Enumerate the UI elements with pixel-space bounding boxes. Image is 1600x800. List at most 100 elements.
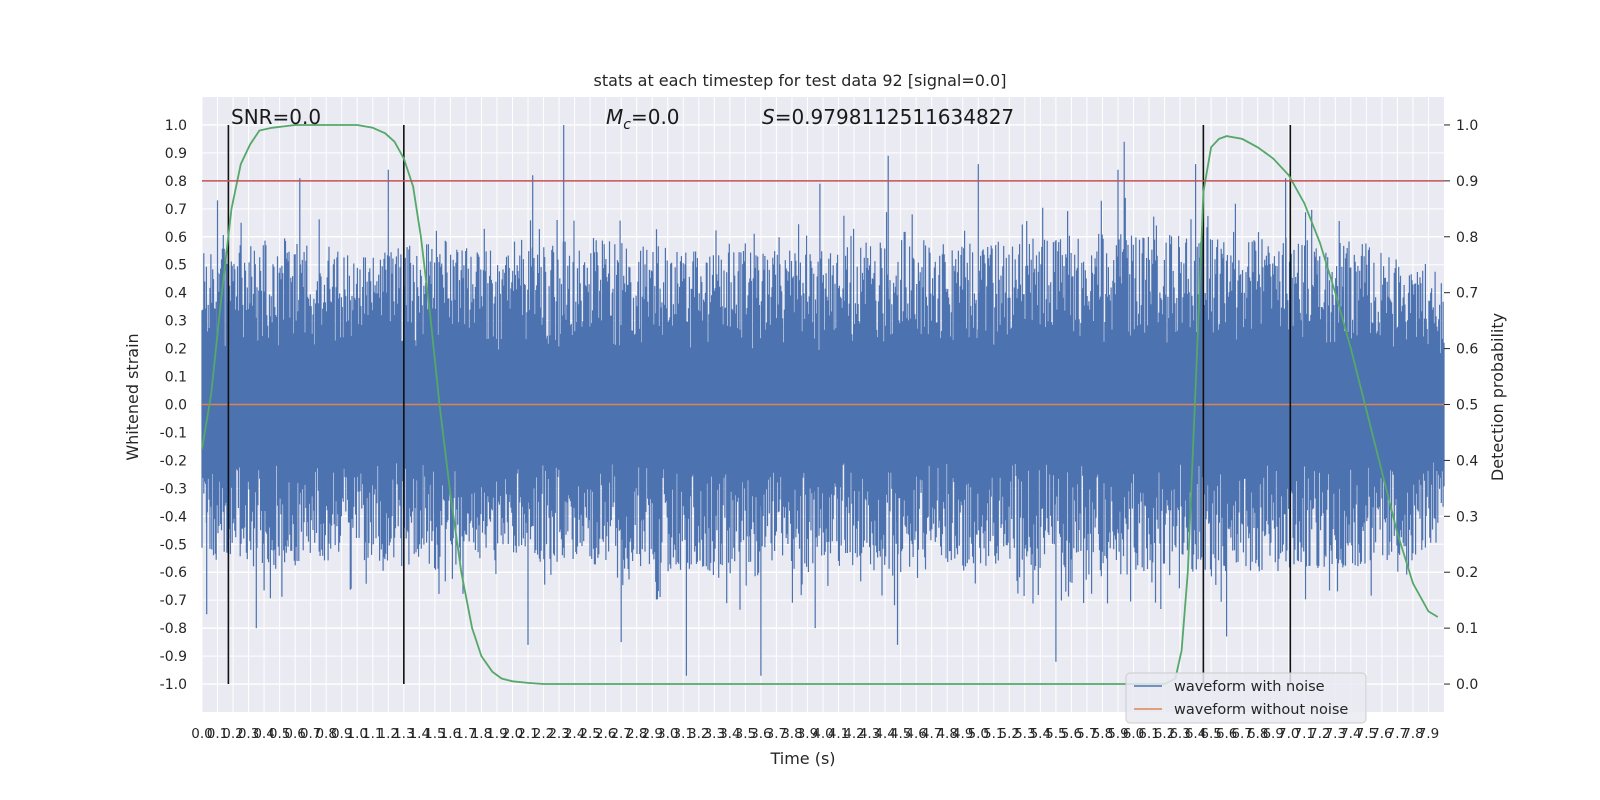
left-y-tick-label: 0.6: [165, 230, 187, 246]
right-y-tick-label: 0.8: [1456, 230, 1478, 246]
left-y-tick-label: 1.0: [165, 118, 187, 134]
legend: waveform with noise waveform without noi…: [1125, 672, 1367, 724]
x-tick-label: 7.4: [1340, 726, 1361, 742]
left-y-tick-label: 0.8: [165, 174, 187, 190]
x-tick-label: 5.5: [1045, 726, 1066, 742]
x-tick-label: 7.3: [1325, 726, 1346, 742]
x-tick-label: 0.1: [207, 726, 228, 742]
right-y-tick-label: 0.1: [1456, 621, 1478, 637]
x-tick-label: 2.3: [548, 726, 569, 742]
x-tick-label: 6.8: [1247, 726, 1268, 742]
chirp-mass-annotation: Mc=0.0: [606, 105, 680, 133]
legend-box: [1125, 672, 1367, 724]
x-tick-label: 1.1: [362, 726, 383, 742]
x-tick-label: 5.3: [1014, 726, 1035, 742]
right-y-tick-label: 0.9: [1456, 174, 1478, 190]
x-tick-label: 3.2: [688, 726, 709, 742]
score-value: =0.9798112511634827: [775, 105, 1014, 129]
x-tick-label: 6.9: [1262, 726, 1283, 742]
noise-waveform-trace: [201, 125, 1445, 676]
x-tick-label: 4.5: [890, 726, 911, 742]
left-y-tick-label: -0.1: [160, 425, 187, 441]
left-y-tick-label: 0.4: [165, 286, 187, 302]
x-tick-label: 4.6: [905, 726, 926, 742]
x-tick-label: 2.5: [579, 726, 600, 742]
x-tick-label: 5.0: [968, 726, 989, 742]
x-tick-label: 1.2: [378, 726, 399, 742]
x-tick-label: 4.8: [936, 726, 957, 742]
x-tick-label: 3.7: [766, 726, 787, 742]
x-tick-label: 2.9: [641, 726, 662, 742]
noise-waveform-path: [201, 125, 1445, 676]
x-ticks: 0.00.10.20.30.40.50.60.70.80.91.01.11.21…: [191, 726, 1439, 742]
right-y-tick-label: 0.5: [1456, 398, 1478, 414]
x-tick-label: 3.9: [797, 726, 818, 742]
x-tick-label: 7.0: [1278, 726, 1299, 742]
x-tick-label: 0.8: [315, 726, 336, 742]
x-tick-label: 2.6: [595, 726, 616, 742]
right-y-axis-label: Detection probability: [1488, 313, 1507, 481]
x-tick-label: 1.9: [486, 726, 507, 742]
x-tick-label: 2.0: [502, 726, 523, 742]
left-y-tick-label: -0.8: [160, 621, 187, 637]
x-tick-label: 5.7: [1076, 726, 1097, 742]
x-tick-label: 0.4: [253, 726, 274, 742]
x-tick-label: 6.2: [1154, 726, 1175, 742]
right-y-tick-label: 0.7: [1456, 286, 1478, 302]
detection-probability-line: [201, 124, 1439, 685]
x-tick-label: 7.6: [1371, 726, 1392, 742]
right-y-ticks: 1.0 0.9 0.8 0.7 0.6 0.5 0.4 0.3 0.2 0.1 0.0: [1444, 118, 1478, 693]
left-y-tick-label: -0.2: [160, 453, 187, 469]
x-tick-label: 0.2: [222, 726, 243, 742]
event-marker-lines: [227, 124, 1292, 685]
x-tick-label: 3.0: [657, 726, 678, 742]
score-symbol: S: [762, 105, 775, 129]
x-tick-label: 1.3: [393, 726, 414, 742]
x-tick-label: 2.1: [517, 726, 538, 742]
x-tick-label: 7.7: [1387, 726, 1408, 742]
left-y-tick-label: -0.6: [160, 565, 187, 581]
x-tick-label: 7.5: [1356, 726, 1377, 742]
x-tick-label: 1.5: [424, 726, 445, 742]
chirp-mass-value: =0.0: [631, 105, 680, 129]
left-y-tick-label: 0.5: [165, 258, 187, 274]
x-tick-label: 2.8: [626, 726, 647, 742]
x-tick-label: 0.9: [331, 726, 352, 742]
right-y-tick-label: 1.0: [1456, 118, 1478, 134]
x-tick-label: 6.7: [1231, 726, 1252, 742]
x-tick-label: 5.4: [1030, 726, 1051, 742]
right-y-tick-label: 0.3: [1456, 509, 1478, 525]
legend-label-noise: waveform with noise: [1174, 679, 1325, 695]
chart-title: stats at each timestep for test data 92 …: [594, 71, 1007, 90]
x-tick-label: 4.2: [843, 726, 864, 742]
x-tick-label: 3.3: [704, 726, 725, 742]
x-tick-label: 5.1: [983, 726, 1004, 742]
chirp-mass-symbol: M: [606, 105, 623, 129]
right-y-tick-label: 0.6: [1456, 342, 1478, 358]
left-y-tick-label: 0.0: [165, 398, 187, 414]
x-tick-label: 6.6: [1216, 726, 1237, 742]
x-tick-label: 5.8: [1092, 726, 1113, 742]
x-tick-label: 4.4: [874, 726, 895, 742]
x-tick-label: 0.5: [269, 726, 290, 742]
chirp-mass-subscript: c: [623, 117, 631, 133]
x-tick-label: 3.8: [781, 726, 802, 742]
right-y-tick-label: 0.2: [1456, 565, 1478, 581]
left-y-tick-label: 0.7: [165, 202, 187, 218]
left-y-tick-label: -0.4: [160, 509, 187, 525]
x-tick-label: 4.9: [952, 726, 973, 742]
snr-annotation: SNR=0.0: [231, 105, 321, 129]
x-tick-label: 5.6: [1061, 726, 1082, 742]
left-y-ticks: 1.0 0.9 0.8 0.7 0.6 0.5 0.4 0.3 0.2 0.1 0.0 -0.1 -0.…: [160, 118, 187, 693]
x-tick-label: 1.4: [409, 726, 430, 742]
x-tick-label: 2.2: [533, 726, 554, 742]
x-tick-label: 1.8: [471, 726, 492, 742]
left-y-tick-label: 0.9: [165, 146, 187, 162]
x-tick-label: 4.0: [812, 726, 833, 742]
x-tick-label: 1.7: [455, 726, 476, 742]
x-tick-label: 6.1: [1138, 726, 1159, 742]
x-tick-label: 3.1: [673, 726, 694, 742]
x-tick-label: 4.7: [921, 726, 942, 742]
x-tick-label: 5.9: [1107, 726, 1128, 742]
